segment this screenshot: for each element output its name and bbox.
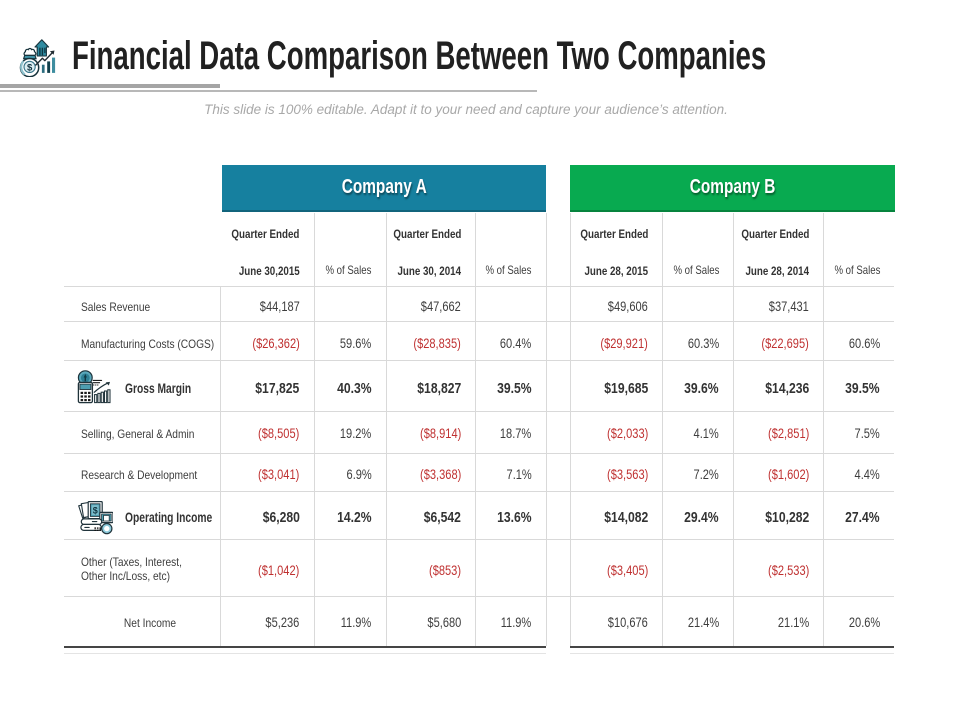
svg-text:$: $ (93, 506, 98, 516)
svg-text:$: $ (27, 63, 33, 74)
